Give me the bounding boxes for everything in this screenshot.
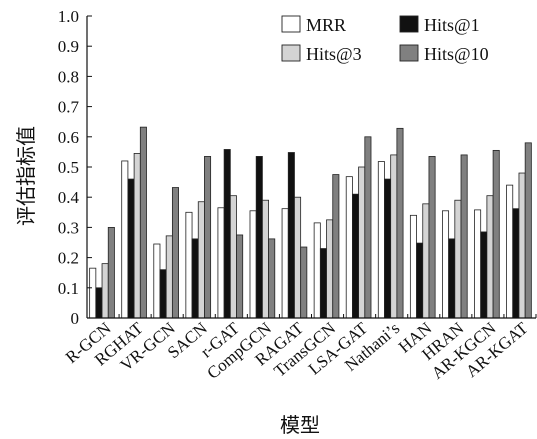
bar-hits-3-12	[486, 195, 494, 319]
bar-mrr-6	[281, 208, 289, 319]
bar-hits-3-10	[422, 203, 430, 319]
bar-mrr-13	[506, 184, 514, 319]
bar-mrr-10	[409, 214, 417, 319]
bar-hits-3-9	[390, 154, 398, 319]
legend-label-mrr: MRR	[306, 15, 346, 35]
bar-hits-10-3	[204, 156, 212, 319]
bar-mrr-3	[185, 211, 193, 319]
bar-hits-3-1	[133, 153, 141, 319]
bar-hits-10-5	[268, 238, 276, 319]
bar-hits-10-6	[300, 246, 308, 319]
bar-hits-3-3	[197, 201, 205, 319]
y-tick-label-5: 0.5	[58, 158, 79, 177]
legend-swatch-hits-1	[399, 15, 419, 33]
bar-hits-3-13	[518, 172, 526, 319]
y-tick-label-2: 0.2	[58, 249, 79, 268]
bar-mrr-12	[474, 209, 482, 319]
bar-hits-1-0	[95, 287, 103, 319]
bar-hits-10-1	[139, 126, 147, 319]
bar-hits-10-8	[364, 136, 372, 319]
bar-hits-10-12	[492, 149, 500, 319]
y-tick-label-0: 0	[71, 309, 80, 328]
bar-hits-10-2	[171, 187, 179, 319]
bar-hits-1-2	[159, 269, 167, 319]
bar-mrr-11	[442, 210, 450, 319]
bar-hits-3-8	[358, 166, 366, 319]
bar-hits-3-7	[326, 219, 334, 319]
bar-hits-1-13	[512, 208, 520, 319]
bar-hits-1-12	[480, 231, 488, 319]
bar-hits-3-4	[229, 195, 237, 319]
legend-label-hits-3: Hits@3	[306, 44, 362, 64]
bar-hits-3-6	[294, 196, 302, 319]
bar-hits-3-11	[454, 199, 462, 319]
y-tick-label-7: 0.7	[58, 98, 80, 117]
bar-mrr-2	[153, 243, 161, 319]
y-tick-label-9: 0.9	[58, 37, 79, 56]
bar-hits-10-4	[236, 234, 244, 319]
bar-hits-3-2	[165, 235, 173, 319]
legend-label-hits-1: Hits@1	[424, 15, 480, 35]
bar-hits-1-8	[352, 193, 360, 319]
legend-swatch-mrr	[281, 15, 301, 33]
y-tick-label-6: 0.6	[58, 128, 79, 147]
y-tick-label-3: 0.3	[58, 218, 79, 237]
legend-swatch-hits-10	[399, 44, 419, 62]
bar-hits-10-7	[332, 174, 340, 319]
y-axis-label: 评估指标值	[15, 126, 38, 226]
bar-hits-1-11	[448, 238, 456, 319]
bar-hits-3-5	[261, 199, 269, 319]
bar-mrr-7	[313, 222, 321, 319]
bar-hits-1-4	[223, 149, 231, 319]
bar-hits-10-9	[396, 127, 404, 319]
bar-mrr-4	[217, 207, 225, 319]
bar-mrr-1	[121, 160, 129, 319]
y-tick-label-10: 1.0	[58, 7, 79, 26]
y-tick-label-1: 0.1	[58, 279, 79, 298]
bars-layer	[89, 126, 532, 319]
bar-hits-10-0	[107, 226, 115, 319]
bar-hits-10-11	[460, 154, 468, 319]
bar-hits-1-10	[416, 242, 424, 319]
bar-mrr-8	[345, 176, 353, 319]
bar-hits-1-7	[319, 248, 327, 319]
bar-hits-1-9	[384, 178, 392, 319]
bar-hits-1-5	[255, 156, 263, 319]
y-tick-label-4: 0.4	[58, 188, 80, 207]
bar-hits-1-6	[287, 152, 295, 319]
y-tick-label-8: 0.8	[58, 67, 79, 86]
legend-swatch-hits-3	[281, 44, 301, 62]
bar-mrr-5	[249, 210, 257, 319]
bar-hits-1-1	[127, 178, 135, 319]
bar-hits-10-10	[428, 156, 436, 319]
bar-hits-1-3	[191, 238, 199, 319]
legend-label-hits-10: Hits@10	[424, 44, 489, 64]
bar-mrr-0	[89, 267, 97, 319]
legend: MRR Hits@1 Hits@3 Hits@10	[281, 15, 489, 64]
x-axis-label: 模型	[280, 414, 320, 437]
bar-hits-3-0	[101, 263, 109, 319]
bar-mrr-9	[377, 161, 385, 319]
bar-hits-10-13	[524, 142, 532, 319]
